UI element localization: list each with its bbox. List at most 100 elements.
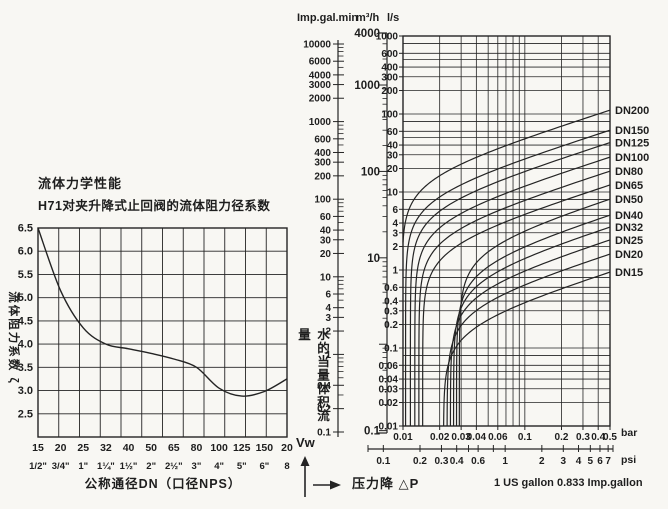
imp-tick-label: 1000: [309, 117, 332, 128]
imp-tick-label: 400: [314, 148, 331, 159]
left-x-dn-tick-label: 80: [191, 442, 203, 454]
dn-curve-label: DN15: [615, 267, 643, 279]
psi-tick-label: 0.1: [376, 456, 390, 467]
imp-tick-label: 40: [320, 226, 332, 237]
left-x-nps-tick-label: 1": [78, 461, 88, 472]
imp-tick-label: 6: [325, 290, 331, 301]
bar-tick-label: 0.01: [393, 432, 413, 443]
bar-tick-label: 0.1: [518, 432, 532, 443]
left-chart-y-axis-label: 流体阻力系数 ζ: [7, 291, 19, 385]
left-x-nps-tick-label: 1¼": [97, 461, 115, 472]
left-chart-title-line2: H71对夹升降式止回阀的流体阻力径系数: [38, 199, 271, 213]
left-x-dn-tick-label: 32: [100, 442, 112, 454]
left-x-nps-tick-label: 8: [284, 461, 289, 472]
psi-tick-label: 0.2: [413, 456, 427, 467]
ls-tick-label: 100: [381, 110, 398, 121]
bar-unit-label: bar: [621, 427, 638, 439]
flow-curve-DN80: [418, 170, 611, 426]
left-y-tick-label: 4.5: [18, 315, 33, 327]
ls-tick-label: 60: [387, 127, 399, 138]
imp-tick-label: 300: [314, 158, 331, 169]
left-x-nps-tick-label: 5": [237, 461, 247, 472]
flow-curve-DN125: [409, 142, 611, 426]
ls-tick-label: 300: [381, 72, 398, 83]
left-x-dn-tick-label: 25: [77, 442, 89, 454]
bar-tick-label: 0.3: [576, 432, 590, 443]
imp-tick-label: 20: [320, 249, 332, 260]
gallon-conversion-note: 1 US gallon 0.833 Imp.gallon: [494, 477, 643, 489]
ls-tick-label: 0.2: [384, 320, 398, 331]
left-x-dn-tick-label: 20: [55, 442, 67, 454]
psi-tick-label: 5: [588, 456, 594, 467]
m3h-tick-label: 4000: [354, 28, 380, 40]
bar-tick-label: 0.2: [555, 432, 569, 443]
ls-tick-label: 0.3: [384, 306, 398, 317]
dn-curve-label: DN200: [615, 105, 649, 117]
bar-tick-label: 0.03: [451, 432, 471, 443]
imp-tick-label: 2: [325, 327, 331, 338]
m3h-tick-label: 100: [361, 166, 380, 178]
imp-tick-label: 10000: [303, 40, 331, 51]
psi-unit-label: psi: [621, 454, 637, 466]
imp-tick-label: 3000: [309, 80, 332, 91]
imp-tick-label: 600: [314, 134, 331, 145]
imp-tick-label: 3: [325, 313, 331, 324]
flow-curve-DN150: [404, 129, 611, 426]
flow-curve-DN50: [458, 198, 611, 426]
left-x-nps-tick-label: 2½": [165, 461, 183, 472]
imp-tick-label: 10: [320, 272, 332, 283]
dn-curve-label: DN25: [615, 235, 643, 247]
imp-tick-label: 2000: [309, 94, 332, 105]
ls-unit-header: l/s: [387, 12, 400, 24]
left-x-nps-tick-label: 1½": [120, 461, 138, 472]
bar-tick-label: 0.5: [603, 432, 617, 443]
ls-tick-label: 0.4: [384, 297, 398, 308]
flow-curve-DN65: [422, 184, 611, 426]
ls-tick-label: 6: [392, 205, 398, 216]
psi-tick-label: 4: [576, 456, 582, 467]
left-x-dn-tick-label: 20: [281, 442, 293, 454]
dn-curve-label: DN125: [615, 138, 649, 150]
psi-tick-label: 0.3: [435, 456, 449, 467]
left-x-dn-tick-label: 65: [168, 442, 180, 454]
pressure-drop-label: 压力降 △P: [352, 476, 420, 491]
psi-tick-label: 3: [561, 456, 567, 467]
m3h-tick-label: 1000: [354, 80, 380, 92]
ls-tick-label: 3: [392, 228, 398, 239]
dn-curve-label: DN80: [615, 166, 643, 178]
imp-tick-label: 4: [325, 303, 331, 314]
left-x-nps-tick-label: 4": [214, 461, 224, 472]
flow-axis-symbol: Vw: [296, 435, 315, 450]
right-arrow-icon: [330, 480, 341, 490]
m3h-unit-header: m³/h: [356, 12, 380, 24]
left-x-dn-tick-label: 150: [256, 442, 274, 454]
ls-tick-label: 1: [392, 266, 398, 277]
left-y-tick-label: 5.0: [18, 292, 33, 304]
up-arrow-icon: [300, 456, 310, 466]
imp-tick-label: 4000: [309, 70, 332, 81]
right-plot-border: [402, 35, 611, 427]
left-x-dn-tick-label: 100: [210, 442, 228, 454]
ls-tick-label: 4: [392, 219, 398, 230]
ls-tick-label: 200: [381, 86, 398, 97]
left-y-tick-label: 3.0: [18, 385, 33, 397]
ls-tick-label: 0.04: [379, 375, 399, 386]
left-x-dn-tick-label: 50: [145, 442, 157, 454]
left-y-tick-label: 5.5: [18, 269, 33, 281]
dn-curve-label: DN40: [615, 210, 643, 222]
left-plot-border: [37, 227, 288, 438]
ls-tick-label: 30: [387, 150, 399, 161]
flow-axis-label: 水的当量体积流量: [296, 328, 329, 423]
left-y-tick-label: 6.0: [18, 246, 33, 258]
imp-tick-label: 200: [314, 171, 331, 182]
ls-tick-label: 0.1: [384, 344, 398, 355]
imp-tick-label: 30: [320, 235, 332, 246]
flow-curve-DN100: [414, 156, 611, 426]
ls-tick-label: 0.02: [379, 398, 399, 409]
ls-tick-label: 0.6: [384, 283, 398, 294]
imp-tick-label: 0.4: [317, 381, 331, 392]
ls-tick-label: 10: [387, 188, 399, 199]
flow-curve-DN200: [402, 109, 611, 243]
imp-tick-label: 60: [320, 212, 332, 223]
